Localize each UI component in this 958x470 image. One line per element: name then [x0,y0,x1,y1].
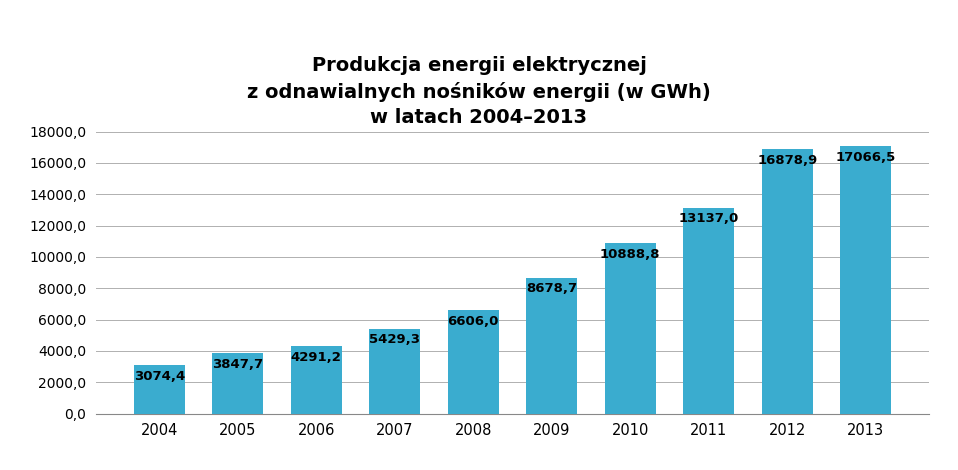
Bar [134,366,185,414]
Text: Produkcja energii elektrycznej
z odnawialnych nośników energii (w GWh)
w latach : Produkcja energii elektrycznej z odnawia… [247,56,711,127]
Bar [604,243,656,414]
Bar [683,208,735,414]
Text: 8678,7: 8678,7 [526,282,578,295]
Text: 17066,5: 17066,5 [835,151,896,164]
Bar [762,149,812,414]
Bar [840,146,891,414]
Text: 3074,4: 3074,4 [133,370,185,383]
Text: 10888,8: 10888,8 [600,248,661,261]
Text: 3847,7: 3847,7 [212,358,263,371]
Text: 6606,0: 6606,0 [447,315,499,328]
Text: 13137,0: 13137,0 [678,212,739,226]
Text: 16878,9: 16878,9 [757,154,817,167]
Bar [369,329,421,414]
Bar [290,346,342,414]
Bar [526,278,578,414]
Text: 4291,2: 4291,2 [291,351,342,364]
Text: 5429,3: 5429,3 [369,333,421,346]
Bar [447,310,499,414]
Bar [213,353,263,414]
